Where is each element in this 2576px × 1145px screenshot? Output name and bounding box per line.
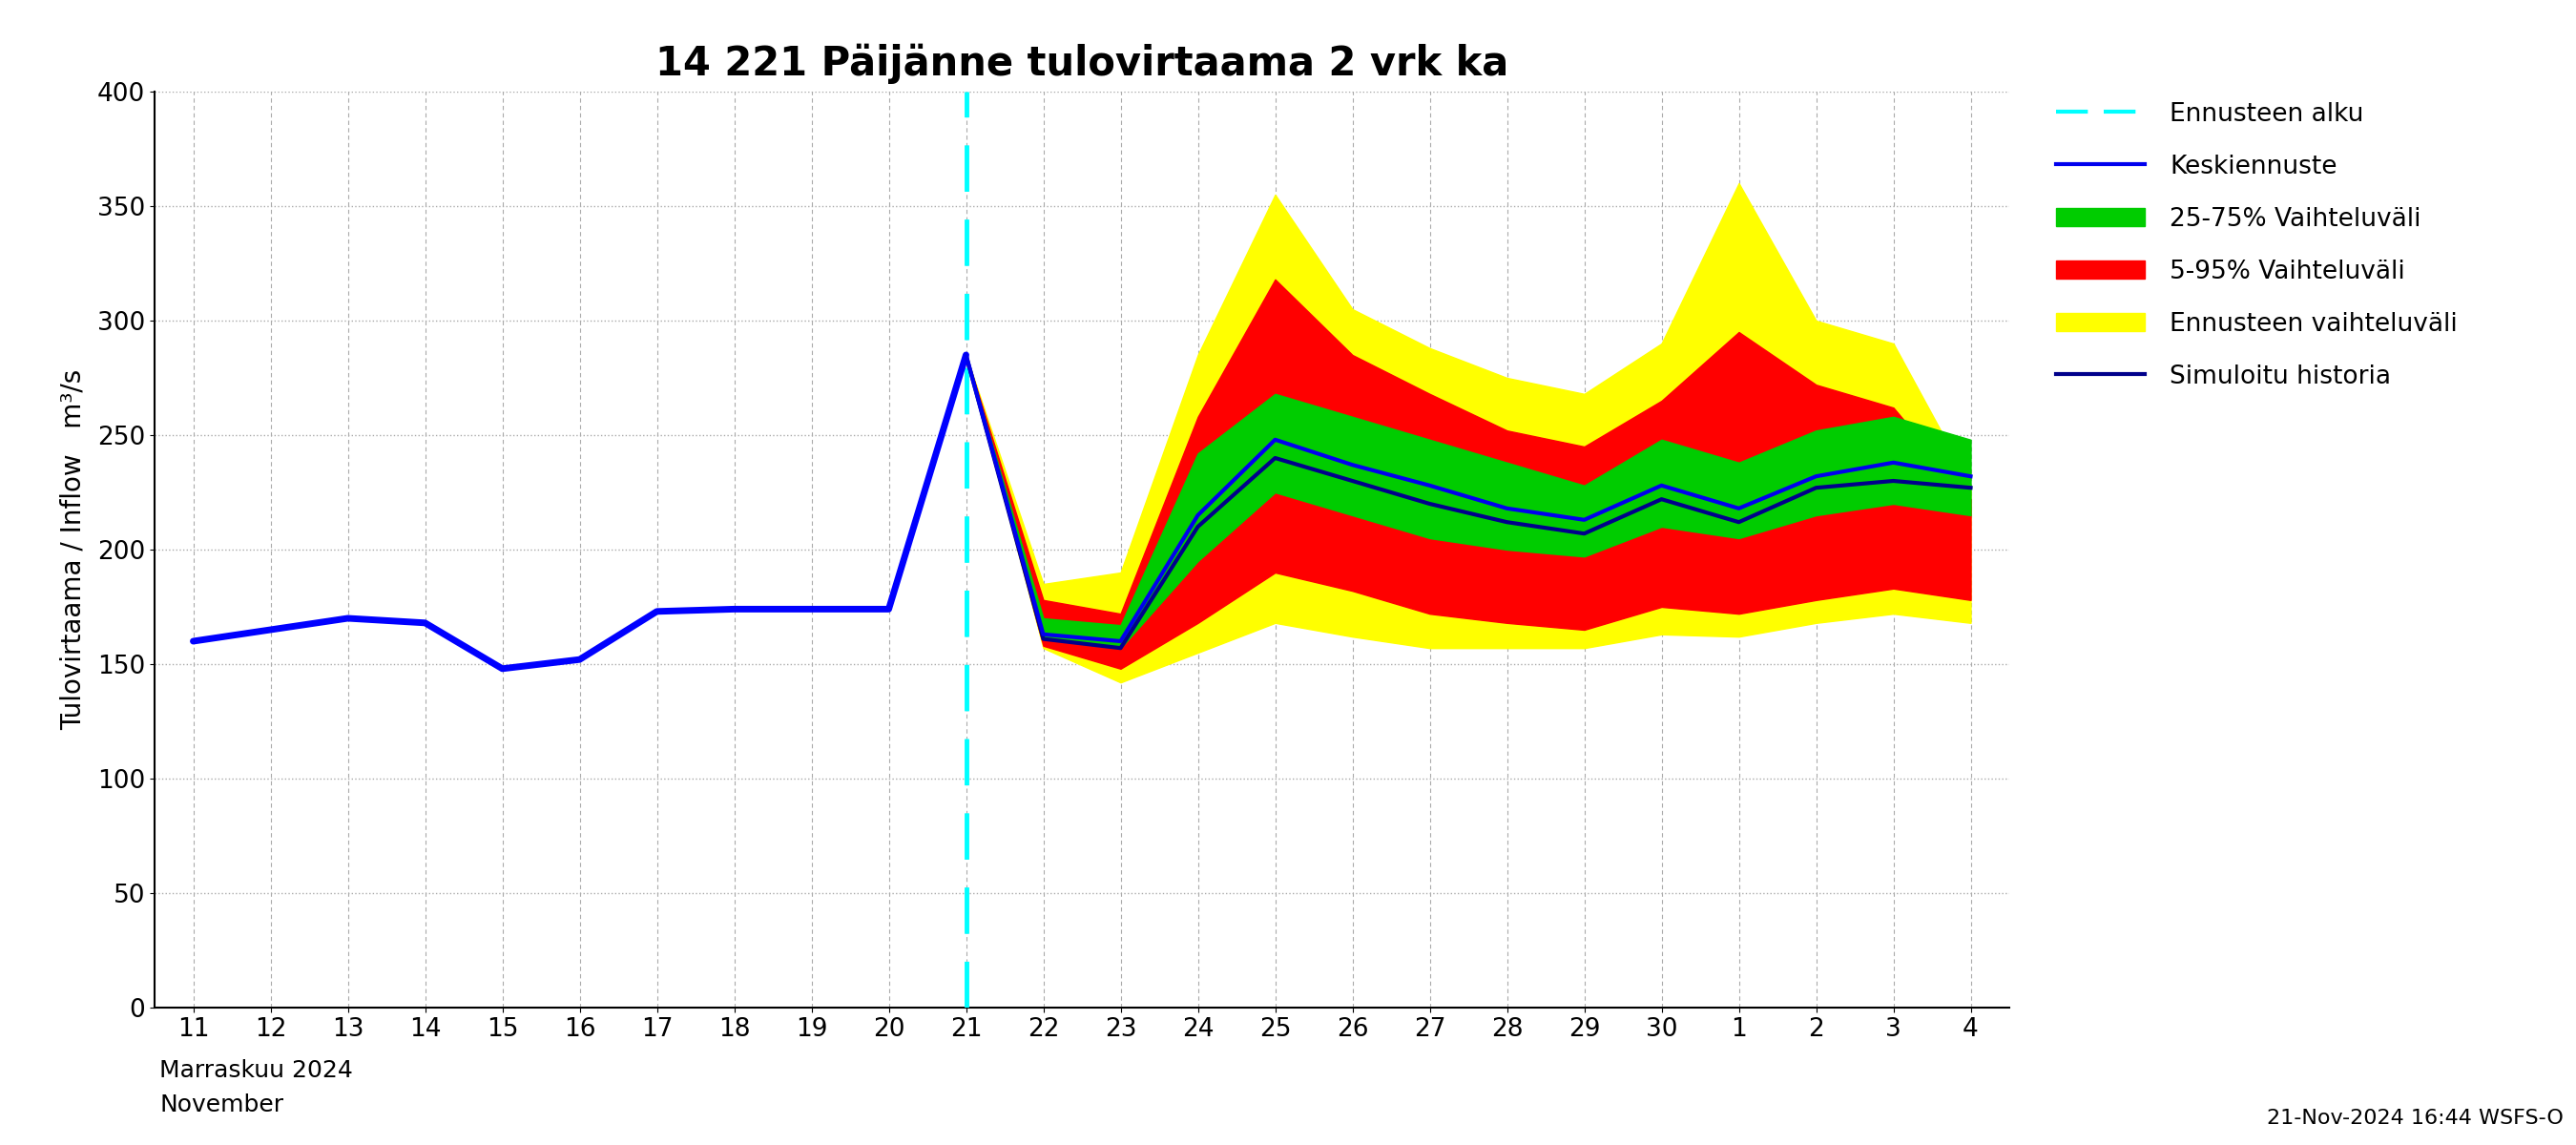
Text: 21-Nov-2024 16:44 WSFS-O: 21-Nov-2024 16:44 WSFS-O	[2267, 1108, 2563, 1128]
Y-axis label: Tulovirtaama / Inflow   m³/s: Tulovirtaama / Inflow m³/s	[59, 369, 88, 731]
Title: 14 221 Päijänne tulovirtaama 2 vrk ka: 14 221 Päijänne tulovirtaama 2 vrk ka	[654, 44, 1510, 85]
Text: November: November	[160, 1093, 283, 1116]
Text: Marraskuu 2024: Marraskuu 2024	[160, 1059, 353, 1082]
Legend: Ennusteen alku, Keskiennuste, 25-75% Vaihteluväli, 5-95% Vaihteluväli, Ennusteen: Ennusteen alku, Keskiennuste, 25-75% Vai…	[2045, 92, 2468, 400]
